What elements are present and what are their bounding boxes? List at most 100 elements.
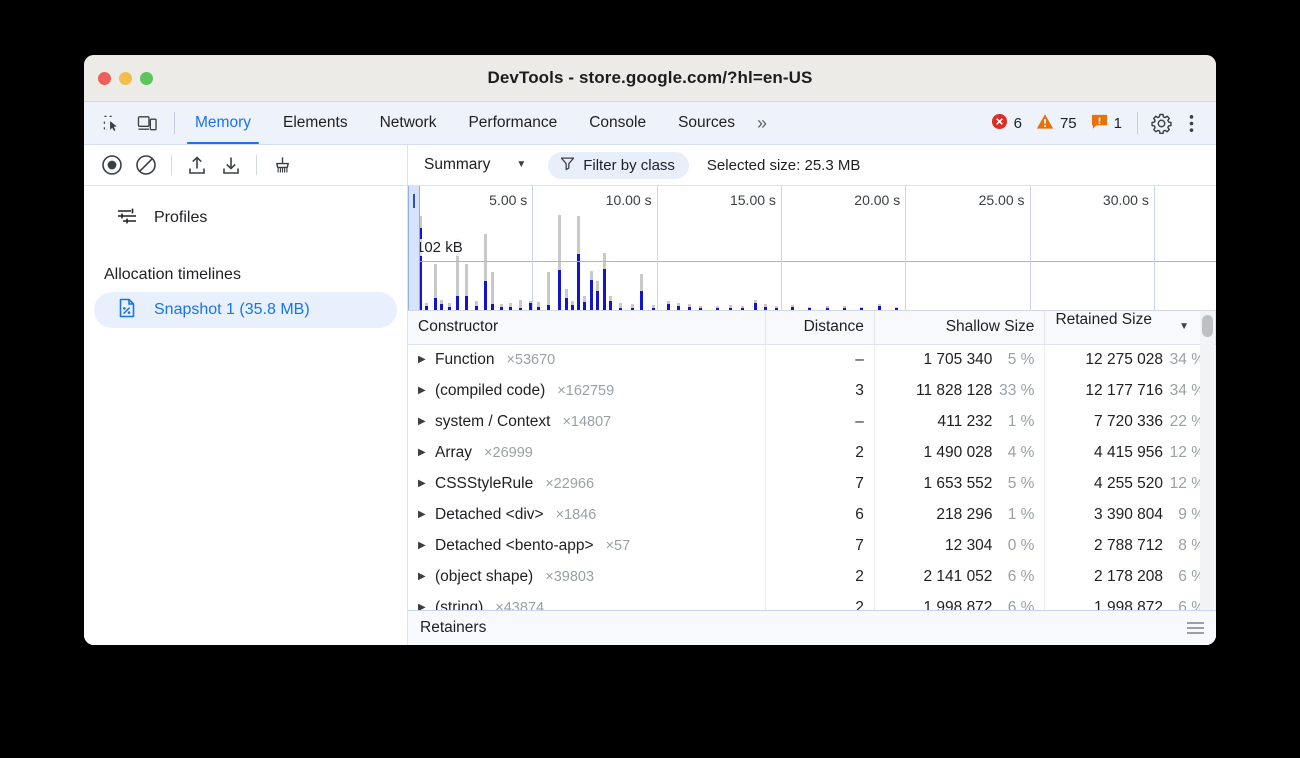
cell-distance: 7 bbox=[765, 530, 875, 561]
overview-gridline-vertical bbox=[1153, 186, 1155, 310]
shallow-size-percent: 5 % bbox=[1007, 350, 1035, 368]
tab-performance[interactable]: Performance bbox=[452, 102, 573, 144]
save-profile-button[interactable] bbox=[215, 150, 247, 180]
retained-size-value: 7 720 336 bbox=[1094, 412, 1163, 430]
cell-constructor: ▶ Detached <div> ×1846 bbox=[408, 499, 767, 530]
hamburger-menu-icon[interactable] bbox=[1187, 622, 1204, 634]
memory-toolbar-view-controls: Summary ▼ Filter by class Selected size:… bbox=[408, 145, 1216, 185]
status-divider bbox=[1137, 112, 1138, 134]
expand-triangle-icon[interactable]: ▶ bbox=[418, 508, 426, 520]
table-row[interactable]: ▶ Array ×26999 2 1 490 028 4 % 4 415 956 12 % bbox=[408, 437, 1216, 468]
cell-constructor: ▶ CSSStyleRule ×22966 bbox=[408, 468, 767, 499]
table-row[interactable]: ▶ (compiled code) ×162759 3 11 828 128 33 % 12… bbox=[408, 375, 1216, 406]
sort-descending-icon: ▼ bbox=[1179, 321, 1189, 333]
tab-console[interactable]: Console bbox=[573, 102, 662, 144]
shallow-size-percent: 1 % bbox=[1007, 412, 1035, 430]
sidebar-item-snapshot-1[interactable]: Snapshot 1 (35.8 MB) bbox=[94, 292, 397, 328]
cell-constructor: ▶ Array ×26999 bbox=[408, 437, 767, 468]
tab-console-label: Console bbox=[589, 114, 647, 131]
gear-icon[interactable] bbox=[1146, 108, 1176, 138]
constructor-name: Detached <div> bbox=[435, 505, 544, 523]
expand-triangle-icon[interactable]: ▶ bbox=[418, 570, 426, 582]
expand-triangle-icon[interactable]: ▶ bbox=[418, 415, 426, 427]
tabbar-status-area: 6 75 bbox=[984, 102, 1216, 144]
cell-constructor: ▶ Detached <bento-app> ×57 bbox=[408, 530, 767, 561]
table-scrollbar[interactable] bbox=[1200, 311, 1214, 610]
column-header-constructor[interactable]: Constructor bbox=[408, 311, 767, 345]
expand-triangle-icon[interactable]: ▶ bbox=[418, 384, 426, 396]
constructor-count: ×22966 bbox=[545, 475, 595, 492]
filter-by-class-input[interactable]: Filter by class bbox=[548, 151, 689, 179]
expand-triangle-icon[interactable]: ▶ bbox=[418, 601, 426, 610]
shallow-size-value: 1 705 340 bbox=[923, 350, 993, 368]
overview-selection-handle[interactable] bbox=[408, 186, 420, 310]
overview-gridline bbox=[408, 261, 1216, 263]
expand-triangle-icon[interactable]: ▶ bbox=[418, 446, 426, 458]
retained-size-value: 4 415 956 bbox=[1094, 443, 1163, 461]
retained-size-percent: 6 % bbox=[1178, 598, 1205, 611]
table-row[interactable]: ▶ CSSStyleRule ×22966 7 1 653 552 5 % 4 255 52… bbox=[408, 468, 1216, 499]
tab-network[interactable]: Network bbox=[364, 102, 453, 144]
cell-constructor: ▶ (compiled code) ×162759 bbox=[408, 375, 767, 406]
constructor-name: (compiled code) bbox=[435, 381, 546, 399]
overview-tick-label: 20.00 s bbox=[854, 192, 901, 208]
tab-elements-label: Elements bbox=[282, 114, 348, 131]
table-row[interactable]: ▶ (string) ×43874 2 1 998 872 6 % 1 998 872 6 % bbox=[408, 592, 1216, 610]
clear-button[interactable] bbox=[130, 150, 162, 180]
retainers-panel-header[interactable]: Retainers bbox=[408, 610, 1216, 645]
sidebar-item-profiles[interactable]: Profiles bbox=[94, 200, 397, 236]
allocation-timeline-overview[interactable]: 102 kB 5.00 s 10.00 s 15.00 s 20.00 s 25.00 … bbox=[408, 186, 1216, 311]
constructor-name: CSSStyleRule bbox=[435, 474, 534, 492]
table-row[interactable]: ▶ (object shape) ×39803 2 2 141 052 6 % 2 178 … bbox=[408, 561, 1216, 592]
table-row[interactable]: ▶ Detached <div> ×1846 6 218 296 1 % 3 390 804… bbox=[408, 499, 1216, 530]
column-header-distance[interactable]: Distance bbox=[765, 311, 875, 345]
expand-triangle-icon[interactable]: ▶ bbox=[418, 539, 426, 551]
warning-count-value: 75 bbox=[1059, 114, 1077, 132]
table-row[interactable]: ▶ Detached <bento-app> ×57 7 12 304 0 % 2 788 … bbox=[408, 530, 1216, 561]
table-row[interactable]: ▶ Function ×53670 – 1 705 340 5 % 12 275 028 34… bbox=[408, 344, 1216, 375]
tab-elements[interactable]: Elements bbox=[267, 102, 364, 144]
memory-toolbar-actions bbox=[84, 145, 408, 185]
more-tabs-icon[interactable]: » bbox=[756, 112, 767, 133]
tab-sources[interactable]: Sources bbox=[662, 102, 751, 144]
warning-count[interactable]: 75 bbox=[1029, 113, 1084, 134]
shallow-size-value: 2 141 052 bbox=[923, 567, 993, 585]
expand-triangle-icon[interactable]: ▶ bbox=[418, 353, 426, 365]
load-profile-button[interactable] bbox=[181, 150, 213, 180]
constructor-count: ×43874 bbox=[495, 599, 545, 611]
chevron-down-icon: ▼ bbox=[516, 159, 527, 170]
collect-garbage-button[interactable] bbox=[266, 150, 298, 180]
shallow-size-percent: 1 % bbox=[1007, 505, 1035, 523]
column-header-retained-size[interactable]: Retained Size ▼ bbox=[1044, 311, 1216, 345]
expand-triangle-icon[interactable]: ▶ bbox=[418, 477, 426, 489]
cell-distance: 2 bbox=[765, 561, 875, 592]
shallow-size-value: 11 828 128 bbox=[916, 381, 993, 399]
retained-size-percent: 22 % bbox=[1169, 412, 1205, 430]
cell-distance: – bbox=[765, 344, 875, 375]
more-vertical-icon[interactable] bbox=[1176, 108, 1206, 138]
window-controls bbox=[84, 71, 153, 85]
record-button[interactable] bbox=[96, 150, 128, 180]
column-header-shallow-size[interactable]: Shallow Size bbox=[874, 311, 1046, 345]
minimize-window-button[interactable] bbox=[119, 71, 132, 85]
constructor-count: ×57 bbox=[605, 537, 631, 554]
filter-icon bbox=[560, 156, 575, 175]
inspect-element-icon[interactable] bbox=[96, 109, 126, 137]
warning-icon bbox=[1036, 113, 1054, 134]
maximize-window-button[interactable] bbox=[140, 71, 153, 85]
cell-retained-size: 7 720 336 22 % bbox=[1044, 406, 1216, 437]
cell-distance: 6 bbox=[765, 499, 875, 530]
view-select[interactable]: Summary ▼ bbox=[418, 153, 534, 177]
issue-count[interactable]: 1 bbox=[1084, 113, 1129, 134]
tab-memory[interactable]: Memory bbox=[179, 102, 267, 144]
retained-size-percent: 9 % bbox=[1178, 505, 1205, 523]
retained-size-percent: 34 % bbox=[1169, 350, 1205, 368]
table-row[interactable]: ▶ system / Context ×14807 – 411 232 1 % 7 720 … bbox=[408, 406, 1216, 437]
constructor-name: Detached <bento-app> bbox=[435, 536, 594, 554]
table-scrollbar-thumb[interactable] bbox=[1202, 315, 1213, 337]
shallow-size-percent: 5 % bbox=[1007, 474, 1035, 492]
error-count[interactable]: 6 bbox=[984, 113, 1029, 134]
close-window-button[interactable] bbox=[98, 71, 111, 85]
cell-shallow-size: 1 490 028 4 % bbox=[874, 437, 1046, 468]
device-toolbar-icon[interactable] bbox=[132, 109, 162, 137]
